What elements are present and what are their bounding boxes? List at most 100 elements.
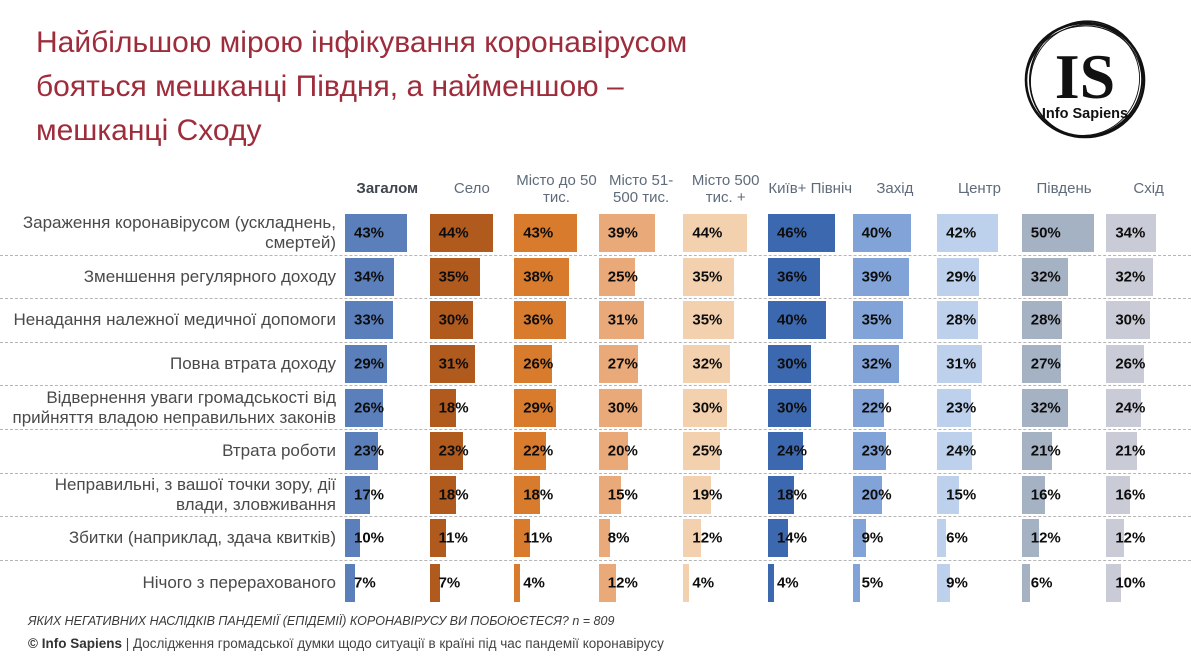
bar-value: 9% <box>861 529 884 547</box>
bar <box>429 388 456 427</box>
bar-value: 6% <box>946 529 968 547</box>
row-label: Збитки (наприклад, здача квитків) <box>68 528 336 548</box>
bar <box>429 301 474 340</box>
row-label: Нічого з перерахованого <box>142 572 336 592</box>
slide-header: Найбільшою мірою інфікування коронавірус… <box>0 0 1191 166</box>
bar <box>937 432 972 471</box>
bar-value: 32% <box>1115 268 1146 286</box>
bar-cell: 31% <box>937 345 1022 384</box>
bar <box>852 563 860 602</box>
bar-cell: 27% <box>1021 345 1107 384</box>
bar-cell: 39% <box>852 257 938 296</box>
bar-cell: 25% <box>683 432 768 471</box>
bar-value: 40% <box>861 224 892 242</box>
bar <box>852 388 885 427</box>
bar-cell: 35% <box>683 301 768 340</box>
bar <box>683 563 690 602</box>
bar-cell: 38% <box>514 257 599 296</box>
bar-cell: 12% <box>683 519 768 558</box>
bar-value: 32% <box>1030 399 1061 417</box>
bar <box>514 475 541 514</box>
logo-monogram: IS <box>1055 41 1116 112</box>
chart-row: Відвернення уваги громадськості від прий… <box>0 386 1191 430</box>
bar-value: 35% <box>861 311 892 329</box>
source-description: | Дослідження громадської думки щодо сит… <box>121 636 664 652</box>
row-label: Зараження коронавірусом (ускладнень, сме… <box>22 213 336 253</box>
bar-cell: 26% <box>1106 345 1191 384</box>
bar-cell: 22% <box>514 432 599 471</box>
bar-value: 27% <box>607 355 638 373</box>
bar-value: 8% <box>607 529 630 547</box>
bar-value: 18% <box>438 486 469 504</box>
bar-cell: 32% <box>1021 257 1107 296</box>
bar-cell: 27% <box>598 345 684 384</box>
bar-cell: 21% <box>1021 432 1107 471</box>
bar-value: 31% <box>946 355 977 373</box>
bar-cell: 50% <box>1021 214 1107 253</box>
bar-cell: 22% <box>852 388 938 427</box>
bar <box>514 301 567 340</box>
bar-cell: 18% <box>514 475 599 514</box>
bar <box>1106 301 1150 340</box>
row-label: Неправильні, з вашої точки зору, дії вла… <box>54 474 336 514</box>
bar-value: 23% <box>946 399 977 417</box>
bar <box>767 257 821 296</box>
bar <box>683 519 701 558</box>
bar <box>937 388 971 427</box>
bar-cell: 16% <box>1106 475 1191 514</box>
bar <box>1021 301 1063 340</box>
bar <box>683 301 735 340</box>
bar <box>598 475 621 514</box>
bar-cell: 35% <box>683 257 768 296</box>
bar-cell: 30% <box>1106 301 1191 340</box>
bar-value: 30% <box>776 355 807 373</box>
bar-cell: 11% <box>514 519 599 558</box>
bar-cell: 15% <box>937 475 1022 514</box>
bar <box>1021 345 1061 384</box>
bar <box>1106 563 1121 602</box>
bar <box>345 519 360 558</box>
bar-value: 22% <box>523 442 554 460</box>
bar-value: 43% <box>523 224 554 242</box>
bar-cell: 6% <box>937 519 1022 558</box>
bar-value: 46% <box>776 224 807 242</box>
bar-value: 12% <box>692 529 723 547</box>
bar-value: 18% <box>776 486 807 504</box>
bar <box>767 432 803 471</box>
bar-value: 18% <box>523 486 554 504</box>
chart-row: Неправильні, з вашої точки зору, дії вла… <box>0 474 1191 518</box>
chart-rows: Зараження коронавірусом (ускладнень, сме… <box>0 212 1191 604</box>
page-title: Найбільшою мірою інфікування коронавірус… <box>36 26 688 147</box>
bar-cell: 4% <box>683 563 768 602</box>
column-header: Село <box>453 180 490 198</box>
bar-value: 42% <box>946 224 977 242</box>
bar <box>683 214 748 253</box>
bar-value: 11% <box>438 529 468 547</box>
bar-cell: 35% <box>852 301 938 340</box>
bar-value: 4% <box>523 574 545 592</box>
bar <box>767 301 826 340</box>
bar-value: 14% <box>776 529 807 547</box>
bar-value: 29% <box>354 355 385 373</box>
bar <box>1021 519 1040 558</box>
bar-cell: 5% <box>852 563 938 602</box>
bar-value: 35% <box>692 268 723 286</box>
bar-cell: 29% <box>937 257 1022 296</box>
bar-value: 28% <box>946 311 977 329</box>
bar-cell: 26% <box>514 345 599 384</box>
bar-cell: 30% <box>767 345 853 384</box>
bar-cell: 6% <box>1021 563 1107 602</box>
bar-cell: 32% <box>683 345 768 384</box>
bar-value: 31% <box>438 355 469 373</box>
bar <box>683 345 730 384</box>
bar-value: 4% <box>692 574 715 592</box>
bar-value: 24% <box>1115 399 1146 417</box>
bar <box>429 563 440 602</box>
bar-cell: 43% <box>514 214 599 253</box>
bar-value: 23% <box>861 442 892 460</box>
bar-value: 32% <box>1030 268 1061 286</box>
bar <box>683 388 727 427</box>
bar <box>1106 257 1153 296</box>
column-headers: Загалом Село Місто до 50 тис. Місто 51-500 … <box>0 166 1191 212</box>
